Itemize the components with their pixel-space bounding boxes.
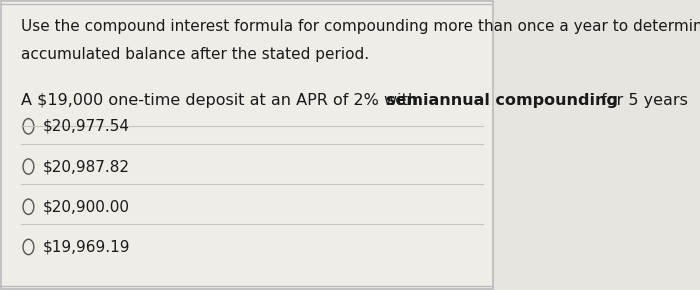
- Text: $20,977.54: $20,977.54: [43, 119, 130, 134]
- Text: $20,900.00: $20,900.00: [43, 199, 130, 214]
- FancyBboxPatch shape: [1, 1, 493, 289]
- Text: $19,969.19: $19,969.19: [43, 240, 131, 254]
- Text: accumulated balance after the stated period.: accumulated balance after the stated per…: [21, 47, 369, 62]
- Text: semiannual compounding: semiannual compounding: [386, 93, 618, 108]
- Text: for 5 years: for 5 years: [596, 93, 688, 108]
- Text: $20,987.82: $20,987.82: [43, 159, 130, 174]
- Text: A $19,000 one-time deposit at an APR of 2% with: A $19,000 one-time deposit at an APR of …: [21, 93, 423, 108]
- Text: Use the compound interest formula for compounding more than once a year to deter: Use the compound interest formula for co…: [21, 19, 700, 34]
